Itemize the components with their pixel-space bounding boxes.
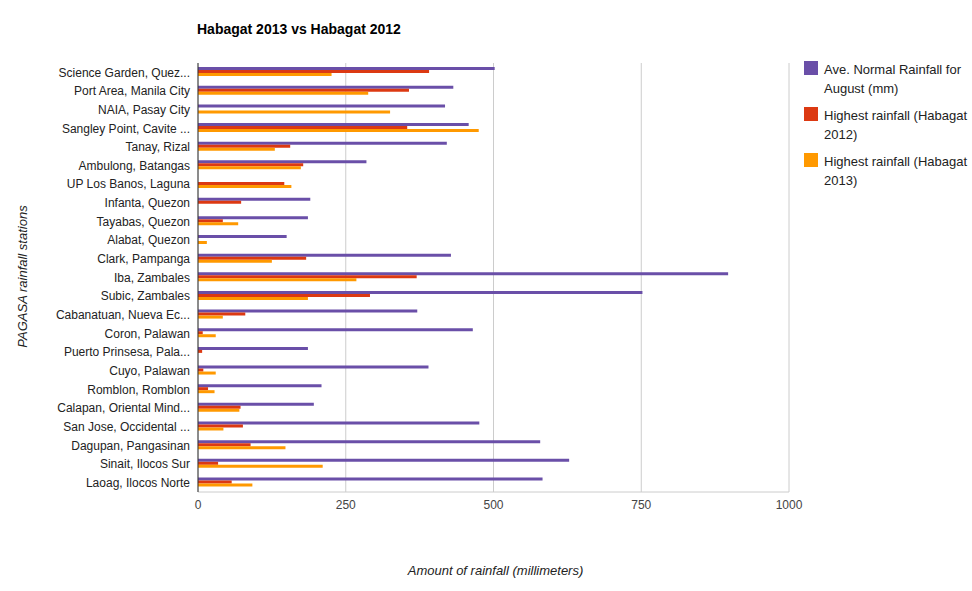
html-text:Habagat 2013 vs Habagat 2012: Habagat 2013 vs Habagat 2012 bbox=[197, 21, 401, 37]
svg-text:1000: 1000 bbox=[776, 498, 803, 512]
svg-text:Alabat, Quezon: Alabat, Quezon bbox=[107, 233, 190, 247]
svg-text:750: 750 bbox=[631, 498, 651, 512]
svg-text:250: 250 bbox=[336, 498, 356, 512]
html-text:Amount of rainfall (millimeter: Amount of rainfall (millimeters) bbox=[407, 563, 584, 578]
svg-text:UP Los Banos, Laguna: UP Los Banos, Laguna bbox=[67, 177, 191, 191]
svg-text:Cuyo, Palawan: Cuyo, Palawan bbox=[109, 364, 190, 378]
svg-text:Tanay, Rizal: Tanay, Rizal bbox=[126, 140, 190, 154]
svg-text:Ambulong, Batangas: Ambulong, Batangas bbox=[79, 159, 190, 173]
svg-text:0: 0 bbox=[195, 498, 202, 512]
svg-text:Dagupan, Pangasinan: Dagupan, Pangasinan bbox=[71, 439, 190, 453]
svg-text:Infanta, Quezon: Infanta, Quezon bbox=[105, 196, 190, 210]
svg-text:Science Garden, Quez...: Science Garden, Quez... bbox=[59, 66, 190, 80]
svg-text:NAIA, Pasay City: NAIA, Pasay City bbox=[98, 103, 190, 117]
svg-text:Subic, Zambales: Subic, Zambales bbox=[101, 289, 190, 303]
svg-text:Calapan, Oriental Mind...: Calapan, Oriental Mind... bbox=[57, 401, 190, 415]
svg-text:San Jose, Occidental ...: San Jose, Occidental ... bbox=[63, 420, 190, 434]
html-text:Highest rainfall (Habagat 2012: Highest rainfall (Habagat 2012) bbox=[824, 108, 968, 142]
html-text:Highest rainfall (Habagat 2013: Highest rainfall (Habagat 2013) bbox=[824, 154, 968, 188]
svg-text:Romblon, Romblon: Romblon, Romblon bbox=[87, 383, 190, 397]
html-text:Ave. Normal Rainfall for Augus: Ave. Normal Rainfall for August (mm) bbox=[824, 62, 961, 96]
svg-text:Coron, Palawan: Coron, Palawan bbox=[105, 327, 190, 341]
svg-text:Laoag, Ilocos Norte: Laoag, Ilocos Norte bbox=[86, 476, 190, 490]
svg-text:Tayabas, Quezon: Tayabas, Quezon bbox=[97, 215, 190, 229]
svg-text:Cabanatuan, Nueva Ec...: Cabanatuan, Nueva Ec... bbox=[56, 308, 190, 322]
svg-text:Clark, Pampanga: Clark, Pampanga bbox=[97, 252, 190, 266]
svg-text:500: 500 bbox=[483, 498, 503, 512]
svg-text:Iba, Zambales: Iba, Zambales bbox=[114, 271, 190, 285]
svg-text:Port Area, Manila City: Port Area, Manila City bbox=[74, 84, 190, 98]
svg-text:Sinait, Ilocos Sur: Sinait, Ilocos Sur bbox=[100, 457, 190, 471]
svg-text:Puerto Prinsesa, Pala...: Puerto Prinsesa, Pala... bbox=[64, 345, 190, 359]
html-text:PAGASA rainfall stations: PAGASA rainfall stations bbox=[14, 205, 30, 348]
svg-text:Sangley Point, Cavite ...: Sangley Point, Cavite ... bbox=[62, 122, 190, 136]
